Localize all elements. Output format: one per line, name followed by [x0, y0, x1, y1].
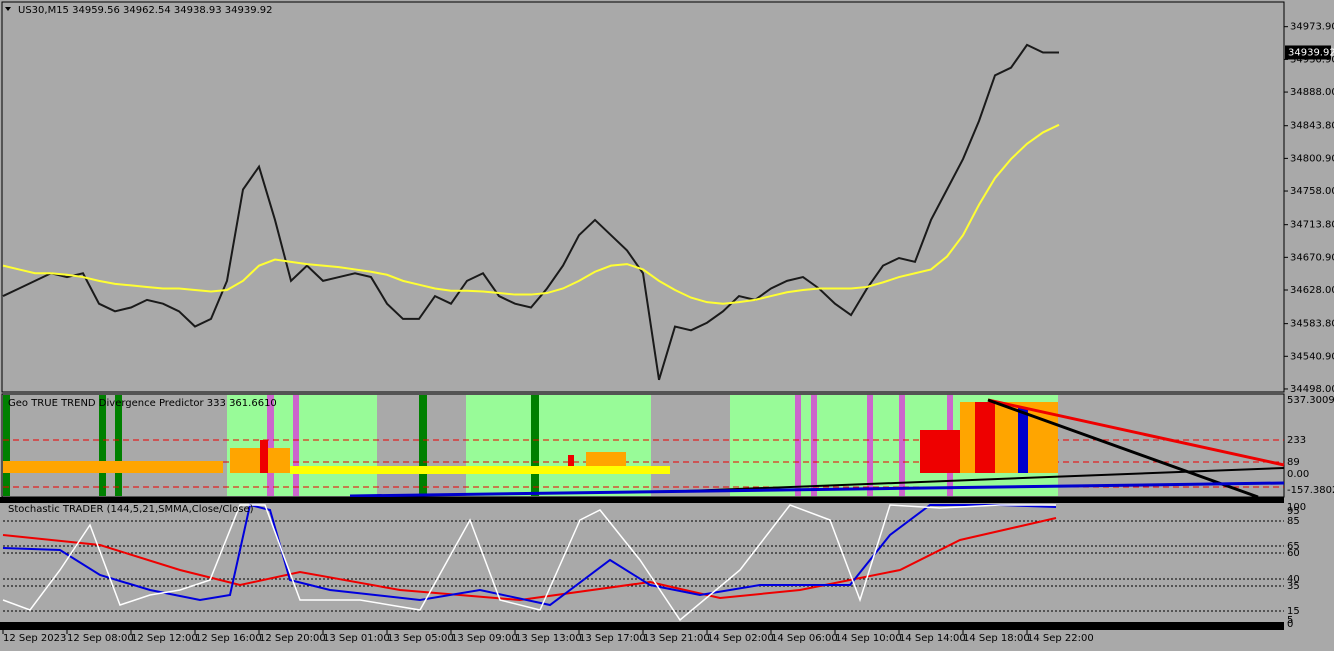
y-tick-label: 34973.90 — [1290, 22, 1334, 33]
x-tick-label: 14 Sep 22:00 — [1027, 633, 1094, 644]
indicator-title: Geo TRUE TREND Divergence Predictor 333 … — [8, 398, 277, 409]
stochastic-title: Stochastic TRADER (144,5,21,SMMA,Close/C… — [8, 504, 254, 515]
indicator-panel — [1, 393, 1285, 499]
indicator-axis-label: 89 — [1287, 457, 1300, 468]
x-tick-label: 13 Sep 05:00 — [387, 633, 454, 644]
x-tick-label: 14 Sep 02:00 — [707, 633, 774, 644]
y-tick-label: 34628.00 — [1290, 285, 1334, 296]
price-tag-box — [1285, 45, 1331, 60]
indicator-axis-label: 537.3009 — [1287, 395, 1334, 406]
y-tick-label: 34888.00 — [1290, 87, 1334, 98]
y-tick-label: 34713.80 — [1290, 220, 1334, 231]
x-tick-label: 12 Sep 12:00 — [131, 633, 198, 644]
y-tick-label: 34758.00 — [1290, 186, 1334, 197]
y-tick-label: 34583.80 — [1290, 319, 1334, 330]
x-tick-label: 14 Sep 10:00 — [835, 633, 902, 644]
y-tick-label: 34930.90 — [1290, 54, 1334, 65]
stochastic-axis-label: 100 — [1287, 502, 1306, 513]
stochastic-axis-label: 5 — [1287, 615, 1293, 626]
stochastic-axis-label: 60 — [1287, 548, 1300, 559]
x-tick-label: 12 Sep 08:00 — [67, 633, 134, 644]
indicator-axis-label: 0.00 — [1287, 469, 1309, 480]
x-tick-label: 13 Sep 21:00 — [643, 633, 710, 644]
indicator-axis-label: -157.3802 — [1287, 485, 1334, 496]
y-tick-label: 34800.90 — [1290, 153, 1334, 164]
x-tick-label: 13 Sep 13:00 — [515, 633, 582, 644]
x-tick-label: 13 Sep 17:00 — [579, 633, 646, 644]
stochastic-axis-label: 95 — [1287, 506, 1300, 517]
stochastic-axis-label: 40 — [1287, 574, 1300, 585]
x-tick-label: 12 Sep 16:00 — [195, 633, 262, 644]
y-tick-label: 34540.90 — [1290, 351, 1334, 362]
x-tick-label: 14 Sep 14:00 — [899, 633, 966, 644]
stochastic-axis-label: 65 — [1287, 541, 1300, 552]
stochastic-panel — [2, 503, 1284, 622]
stochastic-axis-label: 85 — [1287, 516, 1300, 527]
panel-separator — [0, 622, 1284, 630]
y-tick-label: 34843.80 — [1290, 121, 1334, 132]
stochastic-axis-label: 15 — [1287, 606, 1300, 617]
x-tick-label: 14 Sep 06:00 — [771, 633, 838, 644]
y-tick-label: 34670.90 — [1290, 252, 1334, 263]
indicator-axis-label: 233 — [1287, 435, 1306, 446]
x-tick-label: 13 Sep 01:00 — [323, 633, 390, 644]
panel-separator — [0, 497, 1284, 503]
x-tick-label: 14 Sep 18:00 — [963, 633, 1030, 644]
x-tick-label: 13 Sep 09:00 — [451, 633, 518, 644]
x-tick-label: 12 Sep 20:00 — [259, 633, 326, 644]
stochastic-axis-label: 0 — [1287, 619, 1293, 630]
y-tick-label: 34498.00 — [1290, 384, 1334, 395]
x-tick-label: 12 Sep 2023 — [3, 633, 66, 644]
menu-arrow — [5, 7, 11, 11]
price-line — [2, 43, 1059, 381]
price-tag: 34939.92 — [1288, 47, 1334, 58]
price-line — [2, 123, 1060, 305]
chart-title: US30,M15 34959.56 34962.54 34938.93 3493… — [18, 5, 273, 16]
main-panel — [1, 1, 1285, 393]
stochastic-axis-label: 35 — [1287, 581, 1300, 592]
